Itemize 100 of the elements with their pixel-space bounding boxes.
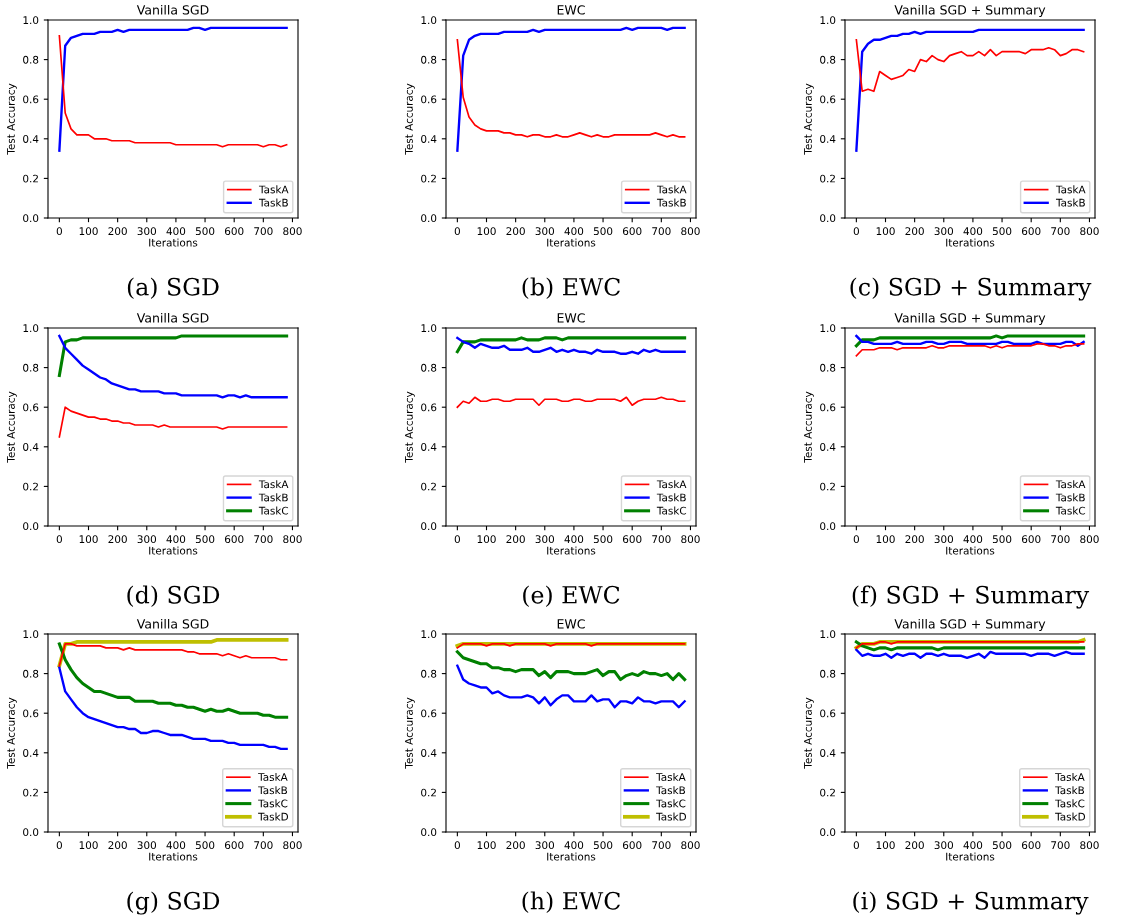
x-tick-label: 500 xyxy=(992,227,1012,236)
legend-label: TaskB xyxy=(656,786,686,795)
x-tick-label: 500 xyxy=(195,227,215,236)
legend-label: TaskB xyxy=(1055,786,1085,795)
x-tick-label: 700 xyxy=(652,841,671,850)
x-axis-title: Iterations xyxy=(547,546,596,555)
text: (c) SGD + Summary xyxy=(850,277,1092,301)
y-tick-label: 0.4 xyxy=(820,443,836,451)
y-tick-label: 0.8 xyxy=(23,669,39,678)
legend-label: TaskA xyxy=(258,772,288,781)
legend-label: TaskC xyxy=(1055,506,1086,515)
y-tick-label: 0.4 xyxy=(421,443,437,451)
x-tick-label: 100 xyxy=(79,841,98,850)
x-tick-label: 400 xyxy=(564,841,584,850)
x-tick-label: 0 xyxy=(56,841,62,850)
x-tick-label: 300 xyxy=(535,535,555,544)
x-tick-label: 0 xyxy=(454,227,460,236)
x-axis-title: Iterations xyxy=(547,238,596,247)
x-tick-label: 400 xyxy=(963,535,983,544)
y-tick-label: 0.6 xyxy=(23,95,39,104)
x-tick-label: 0 xyxy=(454,841,460,850)
legend-label: TaskA xyxy=(656,772,686,781)
y-tick-label: 0.0 xyxy=(23,828,39,837)
y-tick-label: 0.2 xyxy=(23,482,38,491)
x-tick-label: 100 xyxy=(477,535,496,544)
x-tick-label: 600 xyxy=(1021,227,1041,236)
y-axis-title: Test Accuracy xyxy=(804,697,814,769)
y-tick-label: 0.0 xyxy=(421,522,437,531)
legend-label: TaskC xyxy=(1055,799,1085,808)
x-tick-label: 100 xyxy=(477,227,496,236)
legend-label: TaskB xyxy=(656,493,686,502)
x-tick-label: 600 xyxy=(224,227,244,236)
x-tick-label: 400 xyxy=(963,227,983,236)
y-tick-label: 0.6 xyxy=(820,403,836,412)
x-tick-label: 200 xyxy=(905,535,924,544)
x-tick-label: 400 xyxy=(166,841,186,850)
y-tick-label: 0.2 xyxy=(820,174,835,183)
x-tick-label: 500 xyxy=(195,841,215,850)
y-tick-label: 0.2 xyxy=(820,788,835,797)
x-axis-title: Iterations xyxy=(547,852,596,861)
x-tick-label: 800 xyxy=(1080,535,1099,544)
x-tick-label: 400 xyxy=(564,227,584,236)
x-tick-label: 800 xyxy=(283,535,302,544)
text: (h) EWC xyxy=(522,891,620,914)
y-tick-label: 1.0 xyxy=(421,16,437,25)
y-tick-label: 0.8 xyxy=(820,669,836,678)
y-tick-label: 1.0 xyxy=(820,16,836,25)
x-tick-label: 800 xyxy=(681,841,700,850)
x-tick-label: 300 xyxy=(535,841,555,850)
x-tick-label: 300 xyxy=(137,227,157,236)
x-tick-label: 200 xyxy=(905,841,924,850)
y-tick-label: 0.0 xyxy=(421,214,437,223)
y-tick-label: 0.6 xyxy=(421,403,437,412)
x-tick-label: 500 xyxy=(992,535,1012,544)
chart-title: EWC xyxy=(557,619,585,629)
x-tick-label: 200 xyxy=(108,841,127,850)
x-tick-label: 300 xyxy=(535,227,555,236)
x-tick-label: 500 xyxy=(195,535,215,544)
y-tick-label: 1.0 xyxy=(23,16,39,25)
y-tick-label: 0.0 xyxy=(421,828,437,837)
x-tick-label: 0 xyxy=(56,535,62,544)
legend-label: TaskB xyxy=(656,198,686,207)
y-tick-label: 0.4 xyxy=(421,135,437,143)
chart-title: EWC xyxy=(557,313,585,323)
x-axis-title: Iterations xyxy=(946,546,995,555)
x-tick-label: 400 xyxy=(564,535,584,544)
y-tick-label: 0.8 xyxy=(421,55,437,64)
chart-title: Vanilla SGD + Summary xyxy=(894,312,1046,326)
y-axis-title: Test Accuracy xyxy=(7,83,17,155)
legend-label: TaskA xyxy=(258,480,289,489)
legend-label: TaskA xyxy=(1055,185,1086,194)
text: (g) SGD xyxy=(127,891,220,915)
y-tick-label: 1.0 xyxy=(421,630,437,639)
x-tick-label: 800 xyxy=(681,535,700,544)
y-tick-label: 0.0 xyxy=(820,828,836,837)
x-tick-label: 200 xyxy=(506,227,525,236)
y-axis-title: Test Accuracy xyxy=(804,391,814,463)
legend-label: TaskA xyxy=(656,185,687,194)
y-tick-label: 0.2 xyxy=(23,174,38,183)
x-tick-label: 200 xyxy=(108,227,127,236)
x-tick-label: 100 xyxy=(79,227,98,236)
x-tick-label: 600 xyxy=(1021,535,1041,544)
y-tick-label: 0.4 xyxy=(23,135,39,143)
legend-label: TaskC xyxy=(258,799,288,808)
x-tick-label: 500 xyxy=(992,841,1012,850)
x-tick-label: 700 xyxy=(1051,227,1070,236)
y-tick-label: 0.0 xyxy=(820,214,836,223)
chart-title: Vanilla SGD + Summary xyxy=(894,4,1046,18)
y-tick-label: 0.4 xyxy=(23,443,39,451)
y-axis-title: Test Accuracy xyxy=(804,83,814,155)
legend-label: TaskB xyxy=(258,786,288,795)
x-axis-title: Iterations xyxy=(946,852,995,861)
chart-title: Vanilla SGD xyxy=(136,312,209,323)
x-tick-label: 600 xyxy=(224,535,244,544)
x-tick-label: 100 xyxy=(876,535,895,544)
y-tick-label: 0.8 xyxy=(23,363,39,372)
x-tick-label: 600 xyxy=(224,841,244,850)
legend-label: TaskB xyxy=(258,198,288,207)
y-tick-label: 0.2 xyxy=(421,482,436,491)
legend-label: TaskC xyxy=(656,506,687,515)
